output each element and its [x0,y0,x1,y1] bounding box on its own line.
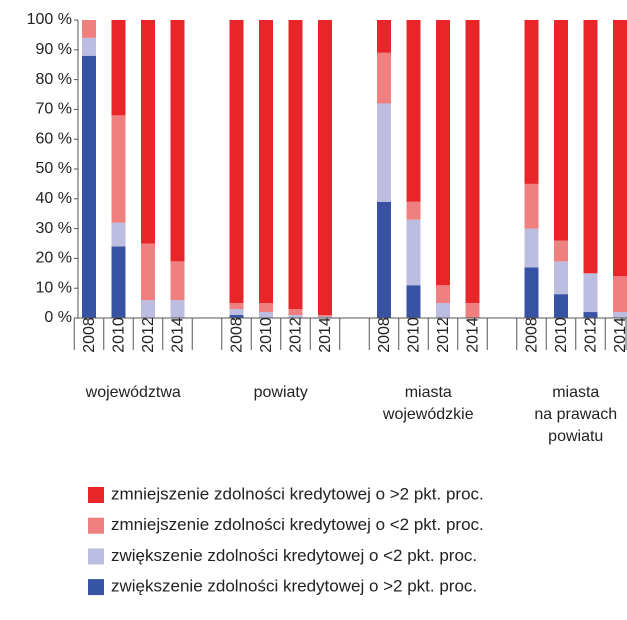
y-tick-label: 80 % [36,71,72,88]
bar-segment [524,228,539,268]
x-tick-label: 2008 [376,317,393,353]
group-label: województwa [85,384,181,401]
bar-segment [170,20,185,262]
bar-segment [170,300,185,318]
y-tick-label: 90 % [36,41,72,58]
bar-segment [259,312,273,318]
bar-segment [82,55,96,318]
x-tick-label: 2012 [288,317,305,353]
x-tick-label: 2010 [111,317,128,353]
x-tick-label: 2014 [465,317,482,353]
y-tick-label: 70 % [36,101,72,118]
legend-swatch [88,487,104,503]
bar-segment [524,267,539,318]
bar-segment [436,20,450,286]
bar-segment [259,20,273,304]
bar-segment [229,315,244,318]
bar-segment [583,312,598,318]
y-tick-label: 10 % [36,279,72,296]
bar-segment [229,309,244,316]
bar-segment [82,20,96,38]
bar-segment [82,37,96,56]
bar-segment [377,201,391,318]
bar-segment [288,20,303,310]
legend-label: zmniejszenie zdolności kredytowej o <2 p… [111,515,484,534]
legend-label: zmniejszenie zdolności kredytowej o >2 p… [111,484,484,503]
bar-segment [406,201,421,220]
legend-label: zwiększenie zdolności kredytowej o <2 pk… [111,546,477,565]
y-tick-label: 50 % [36,160,72,177]
bar-segment [111,246,126,318]
bar-segment [613,312,627,318]
bar-segment [111,115,126,223]
bar-segment [377,103,391,202]
group-label: miasta [552,384,599,401]
x-tick-label: 2010 [406,317,423,353]
bar-segment [111,20,126,116]
x-tick-label: 2010 [553,317,570,353]
bar-segment [524,183,539,229]
legend-label: zwiększenie zdolności kredytowej o >2 pk… [111,577,477,596]
bar-segment [524,20,539,184]
bar-segment [436,303,450,318]
legend-swatch [88,517,104,534]
group-label: powiaty [254,384,308,401]
bar-segment [465,303,480,318]
bar-segment [141,20,155,244]
x-tick-label: 2014 [170,317,187,353]
x-tick-label: 2012 [435,317,452,353]
x-tick-label: 2008 [229,317,246,353]
x-tick-label: 2014 [612,317,627,353]
y-tick-label: 60 % [36,130,72,147]
bar-segment [170,261,185,301]
group-label: na prawach [534,406,617,423]
x-tick-label: 2014 [317,317,334,353]
bar-segment [436,285,450,304]
y-tick-label: 0 % [44,309,72,326]
legend-swatch [88,579,104,596]
bar-segment [613,276,627,313]
bar-segment [406,20,421,202]
group-label: miasta [405,384,452,401]
bar-segment [318,316,332,318]
bar-segment [554,294,568,318]
x-tick-label: 2010 [258,317,275,353]
bar-segment [406,219,421,286]
bar-segment [229,20,244,304]
y-tick-label: 20 % [36,250,72,267]
bar-segment [318,315,332,317]
bar-segment [465,20,480,304]
group-label: powiatu [548,428,603,445]
bar-segment [583,273,598,313]
y-tick-label: 100 % [27,11,72,28]
bar-segment [229,303,244,310]
y-tick-label: 40 % [36,190,72,207]
y-tick-label: 30 % [36,220,72,237]
group-label: wojewódzkie [382,406,474,423]
bar-segment [111,222,126,247]
legend-swatch [88,548,104,565]
bar-segment [377,52,391,104]
bar-segment [377,20,391,53]
x-tick-label: 2012 [583,317,600,353]
bar-segment [288,309,303,316]
x-tick-label: 2008 [81,317,98,353]
bar-segment [554,20,568,241]
bar-segment [259,303,273,313]
bar-segment [554,240,568,262]
bar-segment [141,300,155,318]
x-tick-label: 2012 [140,317,157,353]
bar-segment [406,285,421,318]
bar-segment [141,243,155,301]
x-tick-label: 2008 [524,317,541,353]
bar-segment [288,315,303,318]
bar-segment [318,20,332,316]
bar-segment [583,20,598,274]
bar-segment [554,261,568,295]
bar-segment [613,20,627,277]
